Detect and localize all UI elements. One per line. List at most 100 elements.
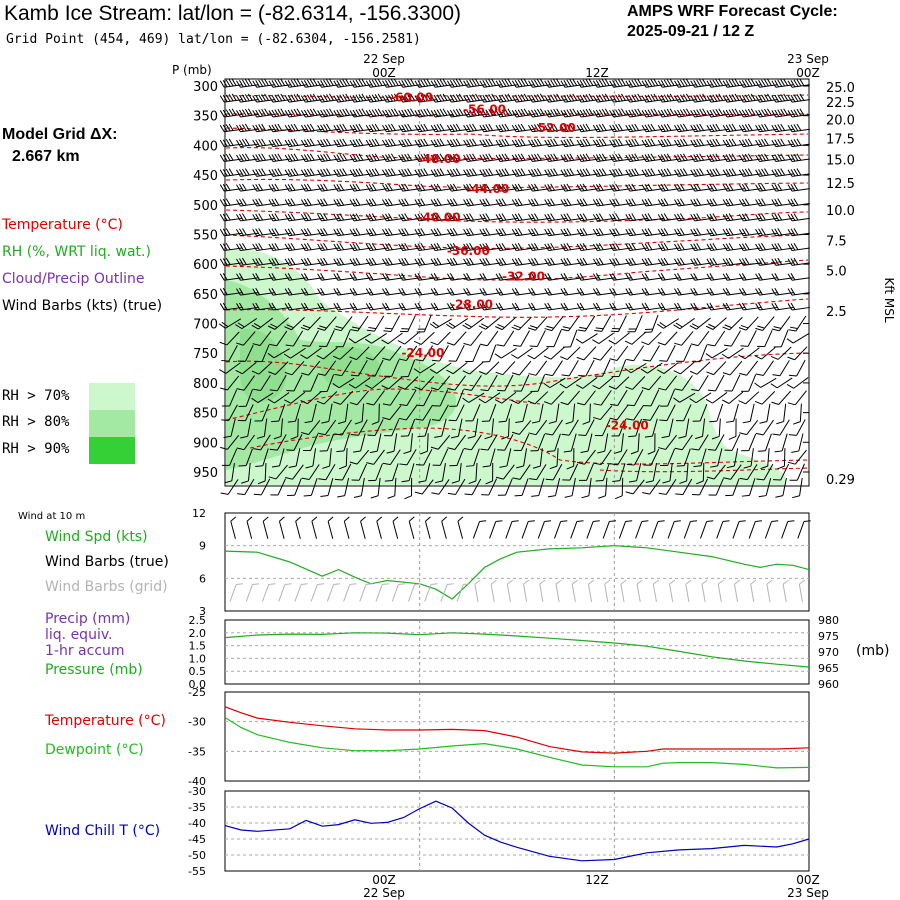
- wind-barb: [463, 168, 486, 177]
- wind-barb-flag: [643, 464, 652, 466]
- wind-barb-flag: [777, 228, 783, 236]
- wind-barb-flag: [365, 184, 371, 192]
- wind-barb: [446, 198, 470, 207]
- wind-barb-flag: [579, 258, 585, 266]
- wind-barb: [511, 213, 535, 222]
- wind-barb-flag: [741, 183, 747, 192]
- wind-barb: [625, 479, 645, 495]
- wind-barb-staff: [472, 404, 481, 422]
- wind-barb: [319, 433, 335, 452]
- wind-barb-flag: [725, 183, 731, 192]
- wind-barb-flag: [382, 357, 390, 361]
- wind-barb: [495, 78, 518, 88]
- wind-barb-flag: [349, 199, 355, 207]
- wind-barb-flag: [650, 153, 656, 161]
- wind-barb-staff: [329, 448, 332, 467]
- wind-barb: [625, 108, 648, 118]
- wind-barb: [333, 108, 356, 118]
- wind-barb-flag: [457, 516, 464, 522]
- bottom-time-1: 12Z: [585, 873, 609, 887]
- wind-barb-flag: [398, 184, 404, 192]
- wind-panel-frame: [224, 512, 810, 612]
- wind-barb-flag: [303, 390, 311, 392]
- wind-barb-flag: [601, 153, 607, 161]
- wind-barb-flag: [333, 401, 341, 405]
- wind-barb-flag: [271, 94, 277, 102]
- wind-barb-staff: [390, 315, 401, 332]
- wind-barb-staff: [487, 434, 498, 451]
- wind-barb-flag: [760, 465, 768, 470]
- wind-barb-flag: [738, 169, 744, 177]
- wind-barb-flag: [317, 80, 322, 88]
- wind-barb-flag: [401, 139, 407, 147]
- wind-barb-flag: [241, 79, 247, 87]
- pressure-tick-label: 300: [193, 80, 218, 95]
- wind-barb-flag: [543, 382, 551, 389]
- wind-barb: [722, 287, 745, 296]
- wind-barb: [674, 375, 693, 391]
- wind-barb-flag: [252, 199, 258, 207]
- wind-barb-flag: [593, 416, 601, 421]
- wind-barb-flag: [326, 168, 331, 176]
- wind-barb-flag: [255, 465, 263, 467]
- wind-barb-flag: [236, 388, 245, 391]
- wind-barb-staff: [343, 584, 351, 602]
- wind-barb-flag: [660, 139, 666, 147]
- wind-barb-flag: [219, 228, 225, 236]
- wind-barb-flag: [706, 154, 712, 162]
- wind-barb-flag: [696, 242, 702, 250]
- wind-barb: [691, 374, 709, 392]
- wind-barb: [317, 242, 340, 252]
- wind-barb-flag: [401, 243, 407, 251]
- wind-barb-staff: [630, 362, 647, 374]
- wind-barb-flag: [660, 94, 666, 102]
- wind-barb-staff: [407, 359, 416, 377]
- wind-barb: [738, 242, 762, 252]
- wind-barb: [625, 183, 648, 192]
- wind-barb-flag: [504, 79, 510, 87]
- wind-barb-flag: [598, 109, 604, 117]
- wind-barb-flag: [511, 199, 517, 207]
- wind-barb-staff: [619, 463, 626, 481]
- wind-barb-flag: [287, 109, 293, 117]
- wind-barb-flag: [585, 153, 591, 161]
- wind-barb-flag: [731, 153, 737, 161]
- wind-barb-flag: [429, 323, 437, 329]
- wind-barb: [334, 419, 352, 436]
- wind-barb: [446, 123, 470, 133]
- wind-barb-flag: [550, 94, 556, 102]
- wind-barb-staff: [760, 377, 777, 388]
- wind-barb-staff: [327, 478, 334, 496]
- wind-barb: [544, 316, 564, 332]
- wind-barb-staff: [552, 419, 563, 436]
- wind-barb-staff: [504, 374, 514, 392]
- wind-barb-staff: [519, 420, 532, 435]
- wind-barb-flag: [692, 361, 701, 363]
- wind-barb-staff: [439, 389, 449, 407]
- wind-barb-staff: [227, 479, 239, 495]
- wind-barb-flag: [741, 139, 747, 147]
- wind-barb: [252, 108, 275, 118]
- wind-barb-flag: [339, 79, 345, 87]
- wind-barb-flag: [709, 183, 715, 192]
- wind-barb-flag: [387, 153, 393, 161]
- wind-barb: [251, 392, 274, 404]
- wind-barb-staff: [762, 316, 775, 331]
- legend-rh90-label: RH > 90%: [2, 441, 70, 457]
- temp-contour-24b: [225, 388, 541, 421]
- wind-barb: [576, 198, 599, 207]
- wind-barb-flag: [285, 344, 294, 347]
- wind-barb-flag: [560, 228, 566, 236]
- wind-barb-flag: [644, 435, 653, 438]
- wind-barb-flag: [306, 153, 312, 161]
- wind-barb-staff: [749, 403, 755, 422]
- wind-barb-flag: [398, 199, 404, 207]
- wind-barb-flag: [368, 258, 374, 266]
- wind-barb-flag: [498, 258, 504, 266]
- wind-barb: [338, 448, 348, 470]
- wind-barb-flag: [774, 450, 783, 453]
- wind-barb: [450, 418, 463, 439]
- pressure-tick-label: 450: [193, 169, 218, 184]
- wind-barb-staff: [598, 332, 614, 345]
- wind-barb-flag: [268, 228, 274, 236]
